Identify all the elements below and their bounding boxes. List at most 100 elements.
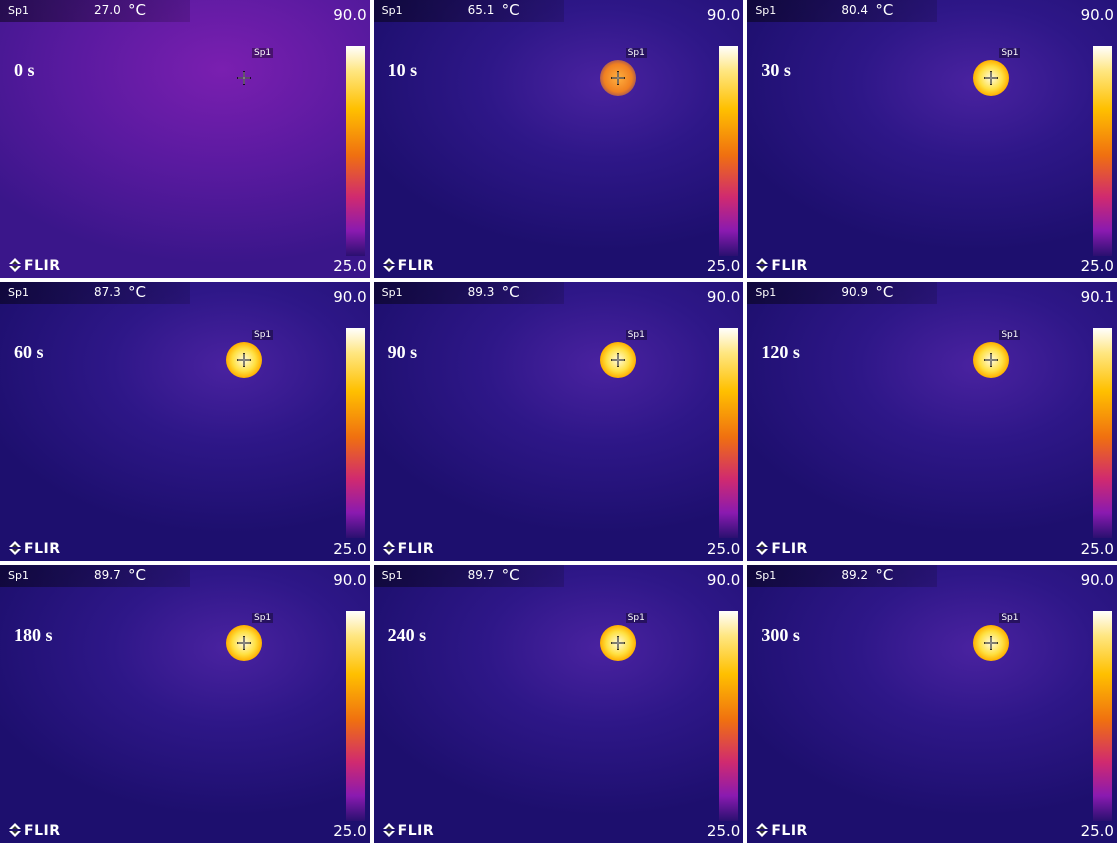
scale-min: 25.0 — [707, 822, 740, 840]
time-label: 30 s — [761, 60, 791, 81]
temperature-unit: °C — [502, 283, 520, 301]
logo-icon — [382, 258, 396, 272]
spot-temperature: 89.2 — [841, 568, 868, 582]
time-label: 10 s — [388, 60, 418, 81]
spot-label: Sp1 — [8, 569, 29, 582]
color-scale-bar — [346, 46, 365, 256]
color-scale-bar — [1093, 46, 1112, 256]
scale-max: 90.0 — [333, 288, 366, 306]
marker-label: Sp1 — [252, 613, 273, 623]
marker-label: Sp1 — [626, 48, 647, 58]
scale-min: 25.0 — [333, 822, 366, 840]
thermal-panel: Sp1 89.7 °C 90.0 25.0 180 s Sp1 FLIR — [0, 565, 370, 843]
time-label: 120 s — [761, 342, 800, 363]
logo-text: FLIR — [771, 823, 807, 839]
spot-crosshair — [610, 70, 626, 86]
scale-min: 25.0 — [333, 257, 366, 275]
thermal-panel: Sp127.0°C90.025.00 sSp1FLIR — [0, 0, 370, 278]
spot-temperature: 89.7 — [468, 568, 495, 582]
spot-label: Sp1 — [382, 569, 403, 582]
color-scale-bar — [346, 611, 365, 821]
logo-text: FLIR — [771, 541, 807, 557]
logo-icon — [382, 823, 396, 837]
logo-text: FLIR — [24, 258, 60, 274]
spot-temperature: 87.3 — [94, 285, 121, 299]
scale-max: 90.0 — [1081, 6, 1114, 24]
spot-label: Sp1 — [755, 569, 776, 582]
spot-label: Sp1 — [382, 286, 403, 299]
time-label: 300 s — [761, 625, 800, 646]
logo-text: FLIR — [24, 541, 60, 557]
temperature-unit: °C — [875, 1, 893, 19]
spot-label: Sp1 — [755, 286, 776, 299]
spot-temperature: 90.9 — [841, 285, 868, 299]
spot-crosshair — [236, 635, 252, 651]
logo-text: FLIR — [24, 823, 60, 839]
scale-max: 90.0 — [707, 288, 740, 306]
scale-max: 90.0 — [333, 571, 366, 589]
marker-label: Sp1 — [999, 48, 1020, 58]
color-scale-bar — [346, 328, 365, 538]
scale-min: 25.0 — [1081, 822, 1114, 840]
spot-crosshair — [610, 352, 626, 368]
marker-label: Sp1 — [999, 613, 1020, 623]
logo-icon — [8, 541, 22, 555]
time-label: 180 s — [14, 625, 53, 646]
color-scale-bar — [719, 328, 738, 538]
marker-label: Sp1 — [252, 330, 273, 340]
spot-temperature: 27.0 — [94, 3, 121, 17]
logo-icon — [8, 258, 22, 272]
scale-max: 90.1 — [1081, 288, 1114, 306]
marker-label: Sp1 — [999, 330, 1020, 340]
spot-crosshair — [610, 635, 626, 651]
scale-min: 25.0 — [1081, 257, 1114, 275]
logo-text: FLIR — [398, 541, 434, 557]
spot-temperature: 65.1 — [468, 3, 495, 17]
temperature-unit: °C — [875, 566, 893, 584]
spot-crosshair — [983, 635, 999, 651]
spot-temperature: 89.3 — [468, 285, 495, 299]
spot-crosshair — [236, 352, 252, 368]
marker-label: Sp1 — [626, 330, 647, 340]
color-scale-bar — [1093, 611, 1112, 821]
spot-crosshair — [983, 352, 999, 368]
temperature-unit: °C — [875, 283, 893, 301]
spot-temperature: 80.4 — [841, 3, 868, 17]
temperature-unit: °C — [502, 566, 520, 584]
logo-icon — [755, 258, 769, 272]
thermal-image-grid: Sp127.0°C90.025.00 sSp1FLIRSp165.1°C90.0… — [0, 0, 1117, 843]
scale-max: 90.0 — [707, 6, 740, 24]
spot-crosshair — [236, 70, 252, 86]
temperature-unit: °C — [128, 1, 146, 19]
scale-min: 25.0 — [707, 257, 740, 275]
spot-label: Sp1 — [755, 4, 776, 17]
thermal-panel: Sp1 89.3 °C 90.0 25.0 90 s Sp1 FLIR — [374, 282, 744, 560]
temperature-unit: °C — [128, 283, 146, 301]
color-scale-bar — [1093, 328, 1112, 538]
spot-temperature: 89.7 — [94, 568, 121, 582]
marker-label: Sp1 — [626, 613, 647, 623]
scale-max: 90.0 — [1081, 571, 1114, 589]
temperature-unit: °C — [128, 566, 146, 584]
logo-icon — [755, 823, 769, 837]
time-label: 90 s — [388, 342, 418, 363]
thermal-panel: Sp1 80.4 °C 90.0 25.0 30 s Sp1 FLIR — [747, 0, 1117, 278]
logo-icon — [382, 541, 396, 555]
scale-min: 25.0 — [707, 540, 740, 558]
color-scale-bar — [719, 611, 738, 821]
spot-crosshair — [983, 70, 999, 86]
spot-label: Sp1 — [8, 286, 29, 299]
color-scale-bar — [719, 46, 738, 256]
scale-min: 25.0 — [1081, 540, 1114, 558]
logo-icon — [8, 823, 22, 837]
time-label: 240 s — [388, 625, 427, 646]
logo-text: FLIR — [771, 258, 807, 274]
spot-label: Sp1 — [8, 4, 29, 17]
scale-min: 25.0 — [333, 540, 366, 558]
spot-label: Sp1 — [382, 4, 403, 17]
scale-max: 90.0 — [707, 571, 740, 589]
logo-icon — [755, 541, 769, 555]
